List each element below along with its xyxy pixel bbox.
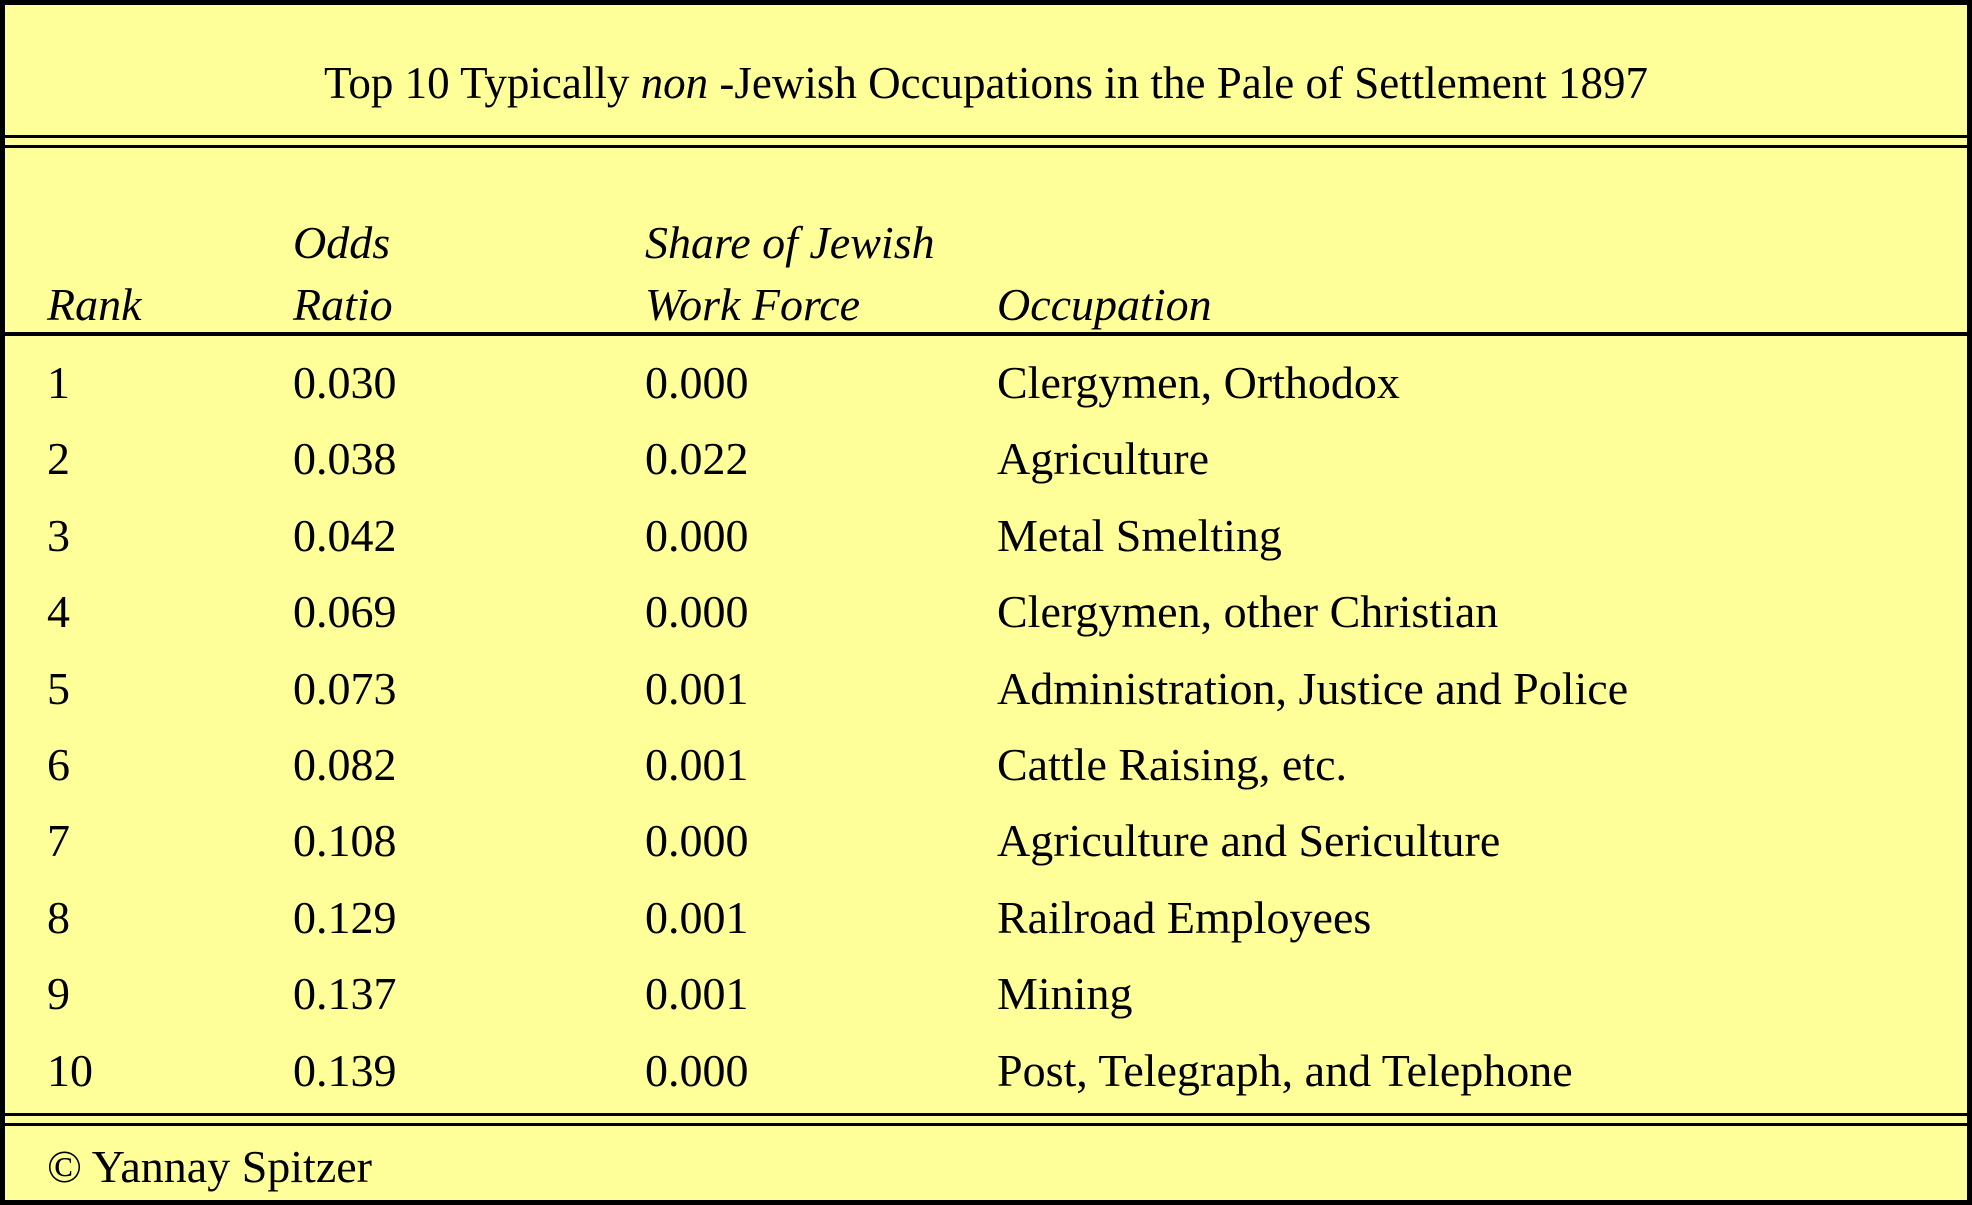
header-odds-line1: Odds <box>293 217 391 268</box>
cell-jewish-share: 0.000 <box>645 586 749 637</box>
cell-jewish-share: 0.001 <box>645 968 749 1019</box>
cell-odds-ratio: 0.038 <box>293 433 397 484</box>
cell-rank: 9 <box>47 968 70 1019</box>
cell-rank: 5 <box>47 663 70 714</box>
cell-occupation: Administration, Justice and Police <box>997 663 1629 714</box>
cell-jewish-share: 0.001 <box>645 663 749 714</box>
cell-jewish-share: 0.022 <box>645 433 749 484</box>
cell-rank: 6 <box>47 739 70 790</box>
cell-jewish-share: 0.000 <box>645 1045 749 1096</box>
header-share-line2: Work Force <box>645 279 861 330</box>
cell-odds-ratio: 0.042 <box>293 510 397 561</box>
footer-rule-bottom <box>5 1123 1967 1126</box>
cell-rank: 4 <box>47 586 70 637</box>
header-share-line1: Share of Jewish <box>645 217 935 268</box>
cell-odds-ratio: 0.030 <box>293 357 397 408</box>
cell-jewish-share: 0.001 <box>645 892 749 943</box>
cell-occupation: Cattle Raising, etc. <box>997 739 1348 790</box>
header-occupation: Occupation <box>997 279 1212 330</box>
cell-rank: 7 <box>47 815 70 866</box>
cell-jewish-share: 0.000 <box>645 510 749 561</box>
title-rule-top <box>5 135 1967 138</box>
cell-rank: 10 <box>47 1045 93 1096</box>
cell-occupation: Agriculture and Sericulture <box>997 815 1501 866</box>
cell-occupation: Metal Smelting <box>997 510 1282 561</box>
cell-rank: 3 <box>47 510 70 561</box>
cell-occupation: Agriculture <box>997 433 1210 484</box>
table-title: Top 10 Typically non -Jewish Occupations… <box>5 53 1967 113</box>
cell-jewish-share: 0.001 <box>645 739 749 790</box>
title-text-before: Top 10 Typically <box>324 58 641 108</box>
cell-occupation: Railroad Employees <box>997 892 1372 943</box>
header-odds-line2: Ratio <box>293 279 393 330</box>
cell-occupation: Post, Telegraph, and Telephone <box>997 1045 1573 1096</box>
cell-rank: 1 <box>47 357 70 408</box>
cell-odds-ratio: 0.137 <box>293 968 397 1019</box>
header-rule <box>5 332 1967 336</box>
title-rule-bottom <box>5 145 1967 148</box>
cell-occupation: Clergymen, Orthodox <box>997 357 1400 408</box>
cell-occupation: Mining <box>997 968 1133 1019</box>
cell-odds-ratio: 0.139 <box>293 1045 397 1096</box>
header-rank: Rank <box>47 279 142 330</box>
cell-odds-ratio: 0.108 <box>293 815 397 866</box>
cell-occupation: Clergymen, other Christian <box>997 586 1499 637</box>
cell-rank: 8 <box>47 892 70 943</box>
copyright-footer: © Yannay Spitzer <box>47 1141 372 1192</box>
footer-rule-top <box>5 1113 1967 1116</box>
cell-jewish-share: 0.000 <box>645 357 749 408</box>
cell-rank: 2 <box>47 433 70 484</box>
cell-jewish-share: 0.000 <box>645 815 749 866</box>
cell-odds-ratio: 0.129 <box>293 892 397 943</box>
cell-odds-ratio: 0.073 <box>293 663 397 714</box>
title-text-after: -Jewish Occupations in the Pale of Settl… <box>708 58 1648 108</box>
cell-odds-ratio: 0.082 <box>293 739 397 790</box>
cell-odds-ratio: 0.069 <box>293 586 397 637</box>
title-emphasis: non <box>640 58 709 108</box>
